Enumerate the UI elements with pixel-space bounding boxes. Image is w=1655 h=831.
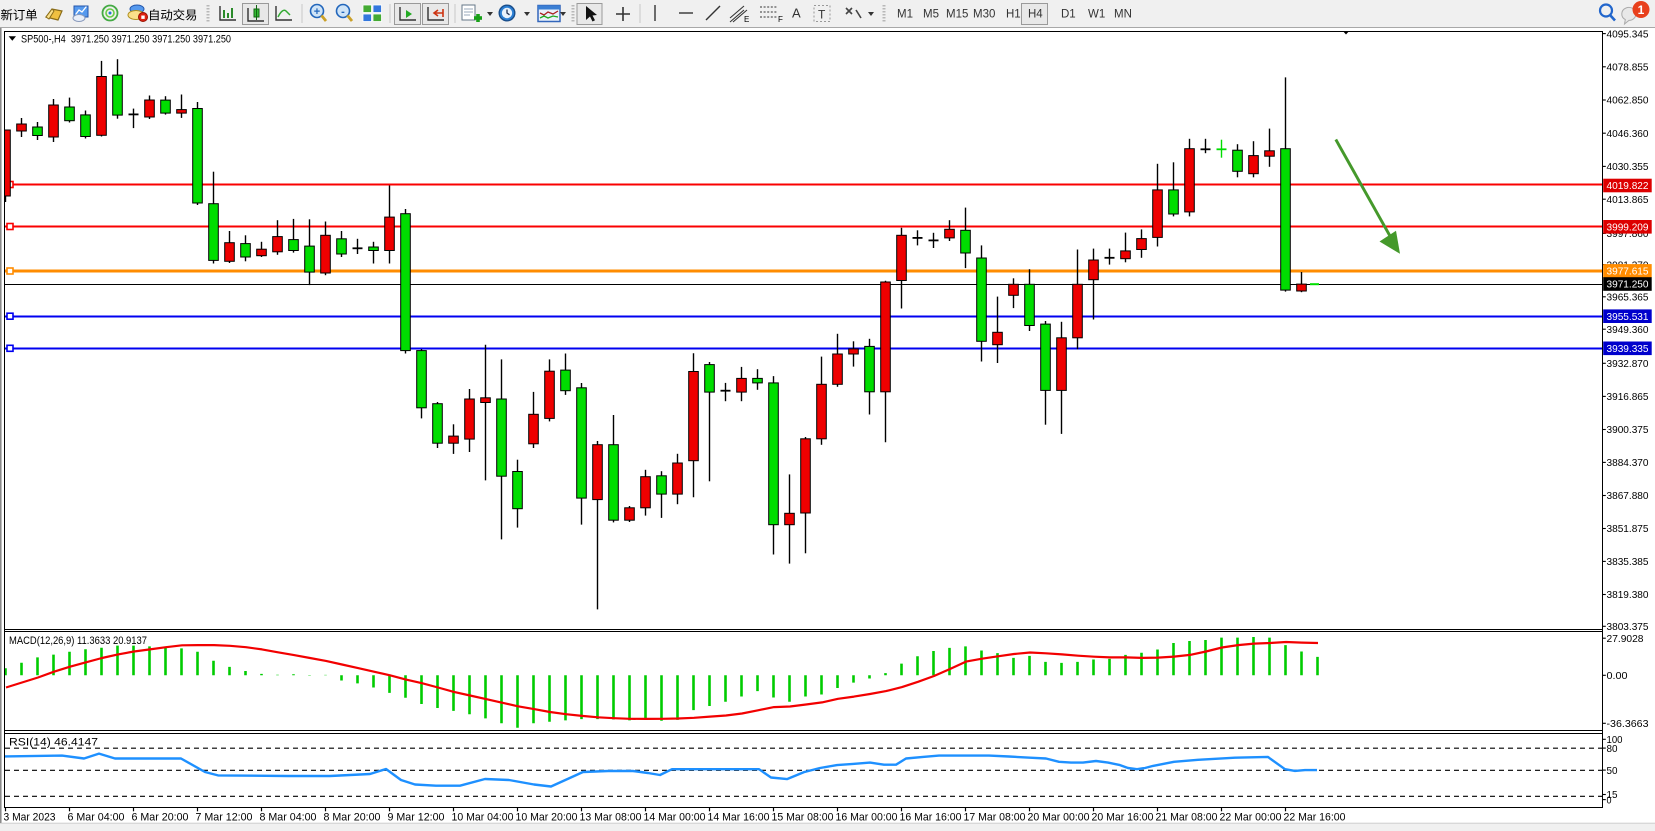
svg-text:14 Mar 00:00: 14 Mar 00:00	[644, 812, 706, 824]
svg-text:3939.335: 3939.335	[1607, 344, 1649, 355]
svg-text:3965.365: 3965.365	[1607, 293, 1649, 304]
svg-text:4095.345: 4095.345	[1607, 29, 1649, 40]
svg-text:SP500-,H4 3971.250 3971.250 3: SP500-,H4 3971.250 3971.250 3971.250 397…	[21, 34, 231, 46]
svg-text:17 Mar 08:00: 17 Mar 08:00	[964, 812, 1026, 824]
svg-text:1: 1	[1638, 3, 1645, 17]
svg-text:F: F	[778, 15, 783, 24]
svg-text:16 Mar 16:00: 16 Mar 16:00	[900, 812, 962, 824]
svg-text:M15: M15	[946, 9, 968, 21]
svg-text:3949.360: 3949.360	[1607, 325, 1649, 336]
svg-text:RSI(14) 46.4147: RSI(14) 46.4147	[9, 736, 98, 748]
svg-text:4046.360: 4046.360	[1607, 129, 1649, 140]
svg-text:15: 15	[1607, 790, 1618, 801]
svg-text:M1: M1	[897, 9, 913, 21]
svg-text:+: +	[314, 6, 320, 18]
svg-text:14 Mar 16:00: 14 Mar 16:00	[708, 812, 770, 824]
svg-text:80: 80	[1607, 744, 1618, 755]
svg-text:-: -	[341, 6, 345, 18]
svg-text:3997.860: 3997.860	[1607, 229, 1649, 240]
svg-text:3867.880: 3867.880	[1607, 491, 1649, 502]
svg-text:20 Mar 00:00: 20 Mar 00:00	[1028, 812, 1090, 824]
svg-text:D1: D1	[1061, 9, 1076, 21]
svg-text:3851.875: 3851.875	[1607, 524, 1649, 535]
svg-text:4030.355: 4030.355	[1607, 162, 1649, 173]
svg-text:10 Mar 20:00: 10 Mar 20:00	[516, 812, 578, 824]
svg-text:3916.865: 3916.865	[1607, 392, 1649, 403]
svg-text:7 Mar 12:00: 7 Mar 12:00	[196, 812, 253, 824]
svg-text:H1: H1	[1006, 9, 1021, 21]
svg-text:H4: H4	[1028, 9, 1043, 21]
svg-text:16 Mar 00:00: 16 Mar 00:00	[836, 812, 898, 824]
svg-text:27.9028: 27.9028	[1607, 634, 1644, 645]
svg-text:3932.870: 3932.870	[1607, 359, 1649, 370]
svg-text:3819.380: 3819.380	[1607, 590, 1649, 601]
svg-text:3 Mar 2023: 3 Mar 2023	[4, 812, 56, 824]
svg-text:M30: M30	[973, 9, 995, 21]
svg-text:3835.385: 3835.385	[1607, 557, 1649, 568]
svg-text:3971.250: 3971.250	[1607, 280, 1649, 291]
svg-text:10 Mar 04:00: 10 Mar 04:00	[452, 812, 514, 824]
svg-text:4062.850: 4062.850	[1607, 96, 1649, 107]
svg-text:-36.3663: -36.3663	[1607, 719, 1649, 730]
svg-text:M5: M5	[923, 9, 939, 21]
svg-text:13 Mar 08:00: 13 Mar 08:00	[580, 812, 642, 824]
svg-text:E: E	[744, 15, 749, 24]
svg-text:21 Mar 08:00: 21 Mar 08:00	[1156, 812, 1218, 824]
svg-text:3955.531: 3955.531	[1607, 312, 1649, 323]
svg-text:20 Mar 16:00: 20 Mar 16:00	[1092, 812, 1154, 824]
svg-text:6 Mar 20:00: 6 Mar 20:00	[132, 812, 189, 824]
svg-text:4078.855: 4078.855	[1607, 63, 1649, 74]
svg-text:3900.375: 3900.375	[1607, 425, 1649, 436]
svg-text:3999.209: 3999.209	[1607, 223, 1649, 234]
svg-text:0: 0	[1607, 795, 1612, 806]
svg-text:4019.822: 4019.822	[1607, 181, 1649, 192]
svg-text:3803.375: 3803.375	[1607, 622, 1649, 633]
svg-text:3884.370: 3884.370	[1607, 458, 1649, 469]
svg-text:22 Mar 00:00: 22 Mar 00:00	[1220, 812, 1282, 824]
svg-text:W1: W1	[1088, 9, 1105, 21]
svg-text:MN: MN	[1114, 9, 1132, 21]
svg-text:A: A	[792, 6, 801, 21]
svg-text:50: 50	[1607, 766, 1618, 777]
svg-text:T: T	[818, 8, 826, 22]
svg-text:15 Mar 08:00: 15 Mar 08:00	[772, 812, 834, 824]
svg-text:6 Mar 04:00: 6 Mar 04:00	[68, 812, 125, 824]
svg-text:4013.865: 4013.865	[1607, 195, 1649, 206]
svg-text:8 Mar 04:00: 8 Mar 04:00	[260, 812, 317, 824]
svg-text:MACD(12,26,9) 11.3633 20.9137: MACD(12,26,9) 11.3633 20.9137	[9, 635, 147, 647]
svg-text:22 Mar 16:00: 22 Mar 16:00	[1284, 812, 1346, 824]
svg-text:100: 100	[1607, 735, 1623, 746]
svg-text:8 Mar 20:00: 8 Mar 20:00	[324, 812, 381, 824]
svg-text:3977.615: 3977.615	[1607, 267, 1649, 278]
svg-text:0.00: 0.00	[1607, 671, 1628, 682]
svg-text:9 Mar 12:00: 9 Mar 12:00	[388, 812, 445, 824]
